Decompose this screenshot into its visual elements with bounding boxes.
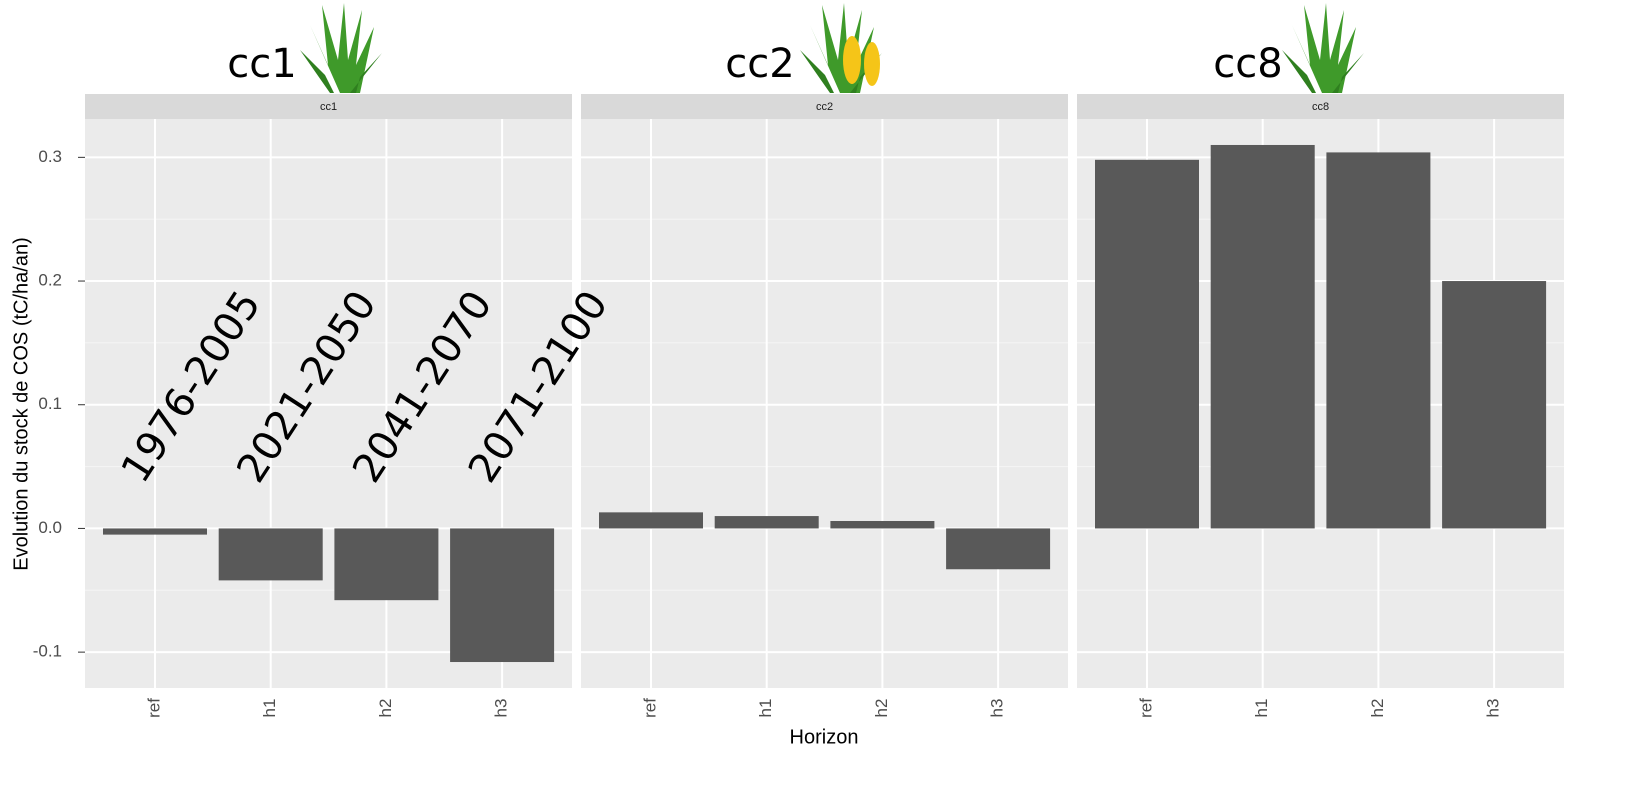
bar xyxy=(599,512,703,528)
y-tick-label: 0.1 xyxy=(38,394,62,413)
y-tick-label: 0.2 xyxy=(38,271,62,290)
grass-icon xyxy=(1282,3,1364,93)
y-tick-label: 0.3 xyxy=(38,147,62,166)
bar xyxy=(946,528,1050,569)
bar xyxy=(334,528,438,600)
facet-label: cc1 xyxy=(227,41,296,87)
grass-icon xyxy=(300,3,382,93)
x-tick-label: ref xyxy=(640,698,659,718)
y-axis-label: Evolution du stock de COS (tC/ha/an) xyxy=(10,237,32,571)
x-tick-label: ref xyxy=(144,698,163,718)
strip-label: cc1 xyxy=(320,101,337,113)
bar xyxy=(1326,152,1430,528)
x-tick-label: h2 xyxy=(376,699,395,718)
strip-label: cc2 xyxy=(816,101,833,113)
facet-label: cc2 xyxy=(725,41,794,87)
x-tick-label: h3 xyxy=(1484,699,1503,718)
strip-label: cc8 xyxy=(1312,101,1329,113)
x-tick-label: ref xyxy=(1136,698,1155,718)
x-tick-label: h1 xyxy=(1252,699,1271,718)
y-tick-label: -0.1 xyxy=(33,642,62,661)
grass-icon xyxy=(800,3,882,93)
x-tick-label: h3 xyxy=(492,699,511,718)
bar xyxy=(219,528,323,580)
bar xyxy=(1095,160,1199,529)
x-tick-label: h1 xyxy=(260,699,279,718)
bar xyxy=(1211,145,1315,528)
facet-label: cc8 xyxy=(1213,41,1282,87)
x-axis-label: Horizon xyxy=(790,726,859,748)
x-tick-label: h3 xyxy=(988,699,1007,718)
x-tick-label: h2 xyxy=(1368,699,1387,718)
bar xyxy=(450,528,554,662)
bar xyxy=(830,521,934,528)
x-tick-label: h1 xyxy=(756,699,775,718)
y-tick-label: 0.0 xyxy=(38,518,62,537)
panel-background xyxy=(581,119,1068,688)
chart: Evolution du stock de COS (tC/ha/an) Hor… xyxy=(0,0,1646,785)
bar xyxy=(103,528,207,534)
bar xyxy=(715,516,819,528)
x-tick-label: h2 xyxy=(872,699,891,718)
bar xyxy=(1442,281,1546,528)
